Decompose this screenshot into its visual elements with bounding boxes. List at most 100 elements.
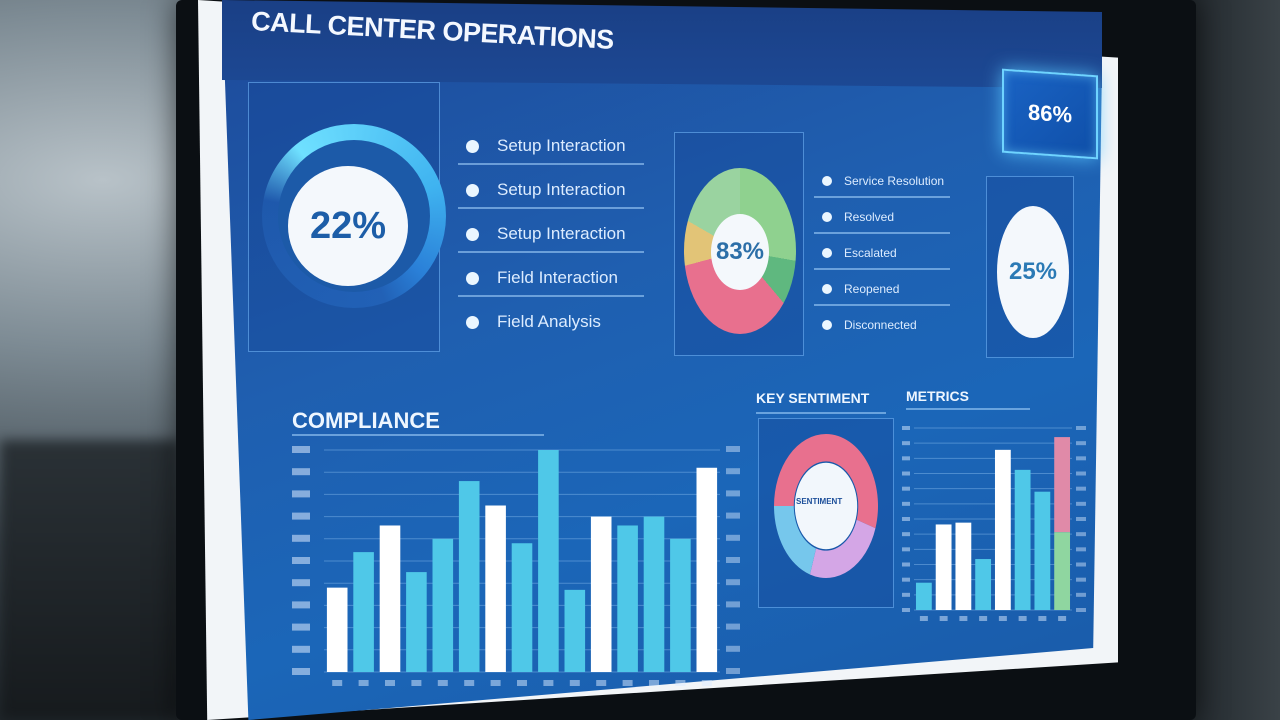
legend-divider	[814, 268, 950, 270]
y-tick-label	[902, 532, 910, 537]
y-tick-label	[292, 490, 310, 498]
bar	[590, 516, 612, 672]
y-tick-label	[292, 512, 310, 520]
legend-right-label: Disconnected	[844, 318, 917, 332]
y-tick-label	[292, 623, 310, 631]
y-tick-label	[1076, 517, 1086, 521]
y-tick-label	[292, 645, 310, 653]
y-tick-label	[1076, 471, 1086, 476]
x-tick-label	[979, 616, 988, 621]
bar	[935, 524, 952, 610]
bullet-icon	[466, 183, 479, 197]
pie-slice	[774, 434, 826, 506]
bar	[538, 450, 559, 672]
y-tick-label	[726, 468, 740, 475]
legend-left-label: Setup Interaction	[497, 180, 626, 199]
y-tick-label	[902, 608, 910, 612]
y-tick-label	[726, 534, 740, 541]
legend-right-item[interactable]: Escalated	[822, 246, 897, 260]
compliance-title: COMPLIANCE	[292, 408, 440, 433]
legend-left-item[interactable]: Setup Interaction	[466, 224, 626, 244]
pie-slice	[809, 519, 876, 578]
legend-left-item[interactable]: Field Interaction	[466, 268, 618, 288]
sentiment-donut-label: SENTIMENT	[796, 497, 843, 506]
bullet-icon	[822, 320, 832, 330]
y-tick-label	[726, 446, 740, 452]
legend-left-item[interactable]: Setup Interaction	[466, 180, 626, 200]
x-tick-label	[437, 680, 448, 686]
y-tick-label	[902, 562, 910, 567]
bar	[994, 449, 1011, 610]
bar	[485, 505, 506, 672]
legend-divider	[458, 163, 644, 165]
legend-right-label: Reopened	[844, 282, 900, 296]
bullet-icon	[466, 315, 479, 329]
y-tick-label	[726, 512, 740, 519]
legend-right-item[interactable]: Disconnected	[822, 318, 917, 332]
y-tick-label	[902, 426, 910, 430]
legend-right-label: Resolved	[844, 210, 895, 224]
legend-left-item[interactable]: Setup Interaction	[466, 136, 626, 156]
y-tick-label	[1076, 501, 1086, 506]
bullet-icon	[466, 139, 479, 153]
y-tick-label	[902, 456, 910, 461]
legend-right-item[interactable]: Resolved	[822, 210, 894, 224]
y-tick-label	[902, 547, 910, 552]
x-tick-label	[959, 616, 968, 621]
legend-divider	[458, 251, 644, 253]
bar	[696, 467, 718, 672]
bullet-icon	[822, 284, 832, 294]
y-tick-label	[726, 490, 740, 497]
legend-left-label: Setup Interaction	[497, 136, 626, 155]
bar	[1054, 532, 1071, 610]
legend-right-item[interactable]: Reopened	[822, 282, 899, 296]
bar	[564, 589, 586, 672]
bullet-icon	[466, 227, 479, 241]
background-object	[0, 440, 180, 720]
x-tick-label	[919, 616, 928, 621]
legend-divider	[814, 232, 950, 234]
x-tick-label	[332, 680, 343, 686]
metrics-underline	[906, 408, 1030, 410]
y-tick-label	[902, 441, 910, 446]
bar	[955, 522, 972, 610]
bar	[975, 559, 992, 610]
legend-divider	[814, 196, 950, 198]
legend-right-label: Escalated	[844, 246, 897, 260]
bullet-icon	[822, 248, 832, 258]
y-tick-label	[1076, 608, 1086, 612]
y-tick-label	[1076, 441, 1086, 446]
bar	[406, 572, 427, 672]
legend-divider	[458, 207, 644, 209]
x-tick-label	[701, 680, 712, 686]
bar	[326, 587, 348, 672]
legend-left-label: Setup Interaction	[497, 224, 626, 243]
metrics-title: METRICS	[906, 388, 969, 404]
bar	[643, 516, 665, 672]
metrics-chart	[902, 426, 1086, 621]
sentiment-donut	[774, 434, 878, 578]
legend-left-item[interactable]: Field Analysis	[466, 312, 601, 332]
x-tick-label	[998, 616, 1007, 621]
x-tick-label	[675, 680, 686, 686]
y-tick-label	[292, 446, 310, 453]
y-tick-label	[726, 601, 740, 608]
pie-slice	[774, 506, 817, 575]
x-tick-label	[358, 680, 369, 686]
x-tick-label	[385, 680, 395, 686]
y-tick-label	[292, 579, 310, 587]
gauge-value: 22%	[288, 166, 408, 286]
kpi-badge[interactable]: 86%	[1002, 68, 1098, 160]
legend-right-item[interactable]: Service Resolution	[822, 174, 944, 188]
y-tick-label	[726, 623, 740, 630]
y-tick-label	[292, 468, 310, 476]
bar	[511, 543, 533, 672]
y-tick-label	[726, 557, 740, 563]
title-bar	[222, 0, 1102, 88]
y-tick-label	[1076, 426, 1086, 430]
y-tick-label	[1076, 532, 1086, 537]
x-tick-label	[622, 680, 633, 686]
x-tick-label	[1018, 616, 1027, 621]
y-tick-label	[902, 486, 910, 491]
bar	[915, 582, 932, 610]
